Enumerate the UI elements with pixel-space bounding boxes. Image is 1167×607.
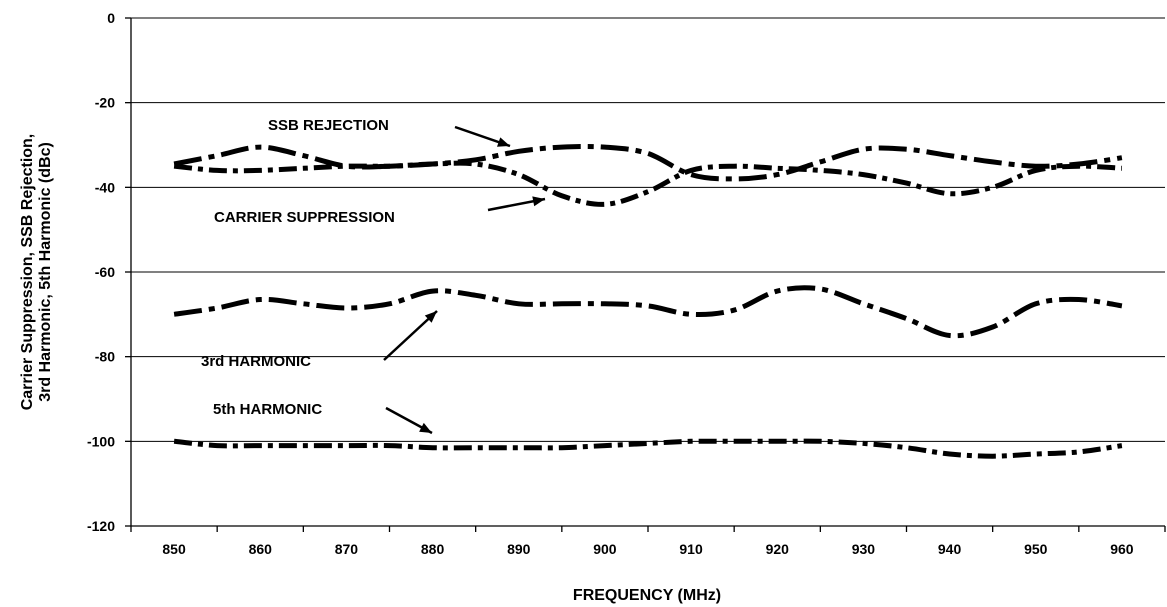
x-tick-label: 920 xyxy=(766,541,790,557)
series-lines xyxy=(173,143,1123,459)
y-tick-label: -120 xyxy=(87,518,115,534)
y-tick-labels: 0 -20 -40 -60 -80 -100 -120 xyxy=(87,10,131,534)
x-axis-title: FREQUENCY (MHz) xyxy=(573,587,721,604)
y-axis-title-line-1: Carrier Suppression, SSB Rejection, xyxy=(19,134,36,411)
annotation-carrier-suppression: CARRIER SUPPRESSION xyxy=(214,209,395,226)
y-tick-label: -20 xyxy=(95,95,115,111)
series-line-5th-harmonic xyxy=(173,438,1123,459)
x-tick-label: 900 xyxy=(593,541,617,557)
annotation-3rd-harmonic: 3rd HARMONIC xyxy=(201,353,311,370)
arrowhead xyxy=(424,311,437,323)
x-tick-label: 910 xyxy=(679,541,703,557)
series-line-ssb-rejection xyxy=(173,143,1123,182)
y-tick-label: -100 xyxy=(87,433,115,449)
y-tick-label: -40 xyxy=(95,179,115,195)
x-tick-label: 960 xyxy=(1110,541,1134,557)
arrowhead xyxy=(419,422,432,433)
y-axis-title: Carrier Suppression, SSB Rejection, 3rd … xyxy=(19,134,54,411)
annotation-arrow-3rd-harmonic xyxy=(383,310,438,361)
y-axis-title-line-2: 3rd Harmonic, 5th Harmonic (dBc) xyxy=(37,142,54,402)
x-tick-label: 930 xyxy=(852,541,876,557)
annotations: SSB REJECTION CARRIER SUPPRESSION 3rd HA… xyxy=(201,117,546,435)
annotation-5th-harmonic: 5th HARMONIC xyxy=(213,401,322,418)
x-tick-label: 950 xyxy=(1024,541,1048,557)
x-tick-label: 860 xyxy=(249,541,273,557)
x-tick-label: 870 xyxy=(335,541,359,557)
x-tick-label: 880 xyxy=(421,541,445,557)
y-tick-label: -80 xyxy=(95,349,115,365)
series-line-3rd-harmonic xyxy=(173,285,1123,339)
grid-lines xyxy=(131,17,1165,442)
series-line-carrier-suppression xyxy=(173,160,1123,207)
arrowhead xyxy=(497,137,510,147)
annotation-ssb-rejection: SSB REJECTION xyxy=(268,117,389,134)
x-tick-label: 890 xyxy=(507,541,531,557)
x-tick-labels: 850 860 870 880 890 900 910 920 930 940 950 960 xyxy=(130,526,1166,557)
arrowhead xyxy=(532,196,545,207)
y-tick-label: 0 xyxy=(107,10,115,26)
x-tick-label: 850 xyxy=(162,541,186,557)
x-tick-label: 940 xyxy=(938,541,962,557)
y-tick-label: -60 xyxy=(95,264,115,280)
